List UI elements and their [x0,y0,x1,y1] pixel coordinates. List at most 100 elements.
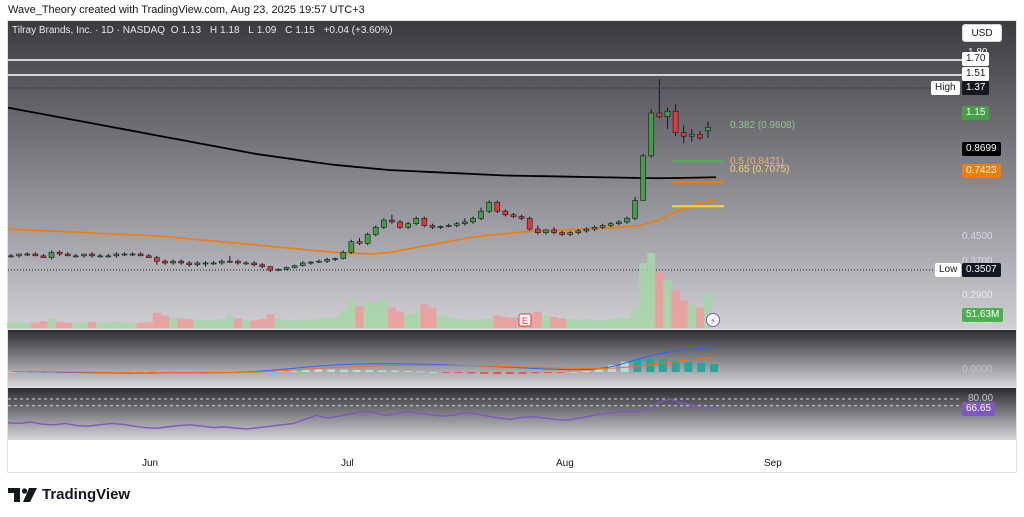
macd-histogram-bar [403,371,412,372]
volume-bar [225,315,234,328]
volume-bar [566,319,575,328]
volume-bar [687,304,696,328]
low-label: Low [935,263,962,277]
time-label-aug: Aug [556,458,574,469]
candle-body [445,225,452,227]
candle-body [575,230,582,233]
macd-histogram-bar [633,358,642,372]
candle-body [24,253,31,256]
sma200-price-tag: 0.8699 [962,142,1001,156]
candle-body [632,200,638,219]
time-label-sep: Sep [764,458,782,469]
macd-histogram-bar [173,372,182,373]
open-value: 1.13 [181,25,202,36]
volume-bar [695,307,704,328]
macd-zero-label: 0.0000 [962,364,993,375]
volume-bar [371,303,380,328]
candle-body [543,229,549,233]
volume-bar [509,317,518,328]
candle-body [291,265,298,268]
candle-body [170,260,176,264]
earnings-marker-label: E [522,316,528,326]
macd-histogram-bar [493,372,502,375]
candle-body [551,229,557,233]
rsi-line [7,398,717,430]
candle-body [89,253,95,257]
candle-body [218,260,225,264]
change-value: +0.04 (+3.60%) [323,25,393,36]
sma200-line [7,106,717,180]
price-tick-label: 0.2900 [962,290,993,301]
candle-body [202,262,209,265]
volume-bar [112,321,121,328]
candle-body [40,255,47,258]
volume-bar [274,318,283,328]
close-value: 1.15 [295,25,315,36]
volume-bar [379,299,388,328]
fib-label-05: 0.5 (0.8421) [730,156,784,167]
tradingview-logo[interactable]: TradingView [8,486,130,503]
volume-bar [169,317,178,328]
candle-body [502,210,509,216]
horizontal-levels [8,59,962,271]
macd-histogram-bar [582,371,591,372]
candle-body [567,232,574,235]
volume-bar [306,319,315,328]
time-label-jun: Jun [142,458,159,469]
symbol-name: Tilray Brands, Inc. · 1D · NASDAQ [12,25,165,36]
chart-header-caption: Wave_Theory created with TradingView.com… [8,4,365,16]
volume-bar [477,319,486,328]
volume-bar [614,317,623,328]
volume-bar [460,319,469,328]
volume-bar [493,315,502,328]
candle-body [453,223,460,226]
candle-body [178,260,184,264]
candle-body [616,221,622,225]
candle-body [697,134,703,139]
macd-histogram-bar [314,369,323,372]
candle-body [332,258,338,260]
currency-button[interactable]: USD [962,24,1002,42]
volume-bar [55,321,64,328]
rsi-pane-background [8,388,1016,440]
macd-pane-background [8,330,1016,387]
macd-histogram-bar [339,369,348,372]
macd-histogram-bar [365,370,374,372]
candle-body [235,260,241,264]
moving-averages [7,106,717,255]
candle-body [299,262,306,266]
candle-body [81,253,87,257]
volume-value-tag: 51.63M [962,308,1004,322]
candle-body [113,253,120,257]
volume-bar [136,322,145,328]
rsi-indicator [7,398,962,430]
candle-body [97,255,103,258]
candle-body [283,267,290,270]
volume-bar [485,318,494,328]
candle-body [324,259,330,262]
volume-bar [428,307,437,328]
candle-body [308,261,314,264]
volume-bar [31,322,40,328]
macd-histogram-bar [352,369,361,372]
volume-bar [120,322,129,328]
volume-bar [266,314,275,328]
chart-frame [7,20,1017,473]
candle-body [624,218,630,223]
candle-body [267,266,274,271]
candle-body [227,260,233,263]
volume-bar [452,318,461,328]
volume-bar [541,315,550,328]
volume-bar [533,311,542,328]
candle-body [48,251,55,258]
candle-body [121,253,128,256]
candle-body [186,262,193,266]
volume-bar [185,319,194,328]
candle-body [194,262,201,266]
macd-histogram-bar [288,369,297,372]
volume-bar [639,263,648,328]
volume-bar [671,290,680,328]
volume-bar [63,322,72,328]
candle-body [672,110,679,133]
